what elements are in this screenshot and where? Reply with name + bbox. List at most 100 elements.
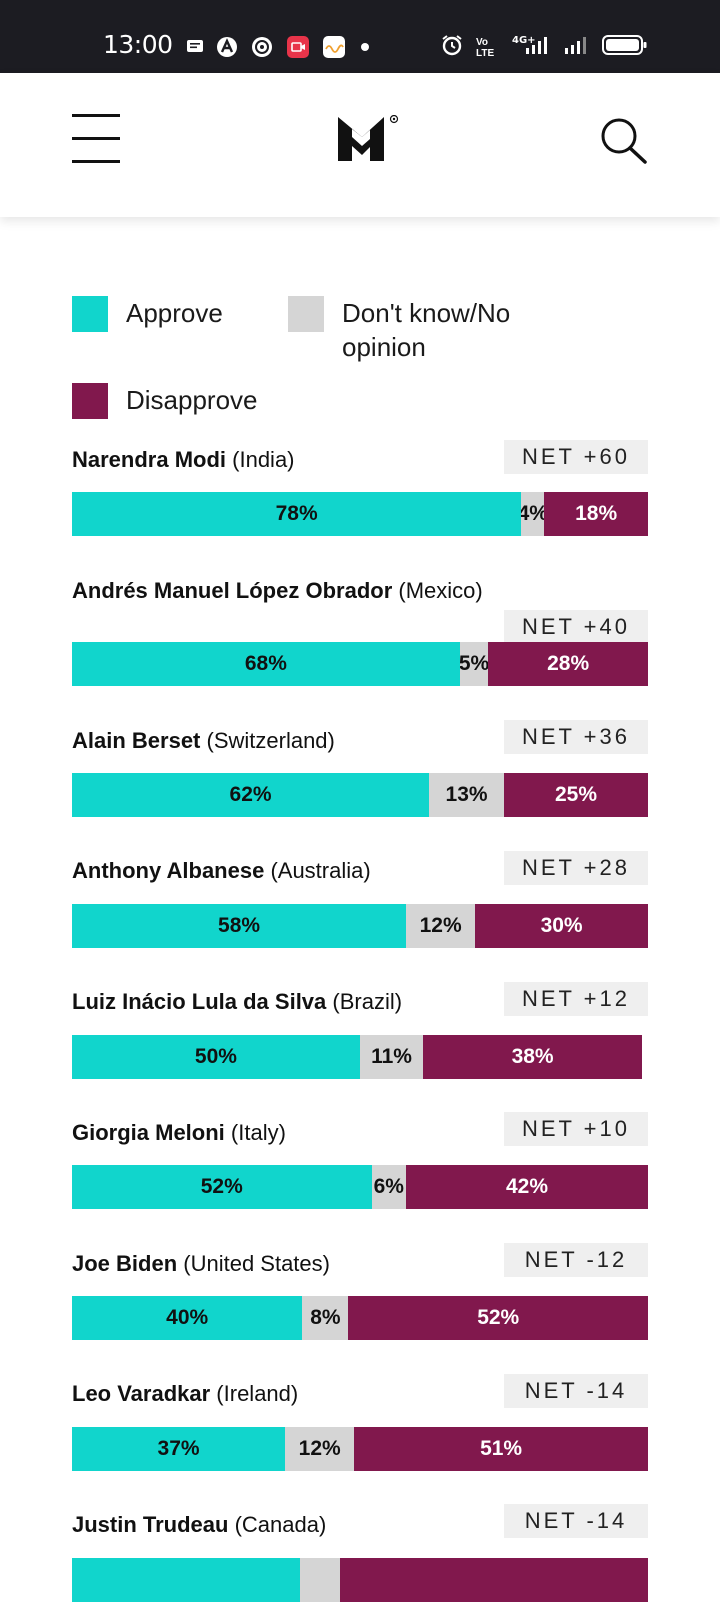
stacked-bar: 78%4%18% [72, 492, 648, 536]
legend-label-dont-know: Don't know/No opinion [342, 298, 511, 362]
bar-segment-approve: 37% [72, 1427, 286, 1471]
bar-segment-approve: 68% [72, 642, 460, 686]
net-score-badge: NET +12 [504, 982, 648, 1016]
leader-name-bold: Leo Varadkar [72, 1381, 211, 1406]
bar-segment-dont-know: 12% [285, 1427, 355, 1471]
legend-swatch-disapprove [72, 383, 108, 419]
bar-segment-approve: 58% [72, 904, 407, 948]
leader-name: Joe Biden (United States) [72, 1251, 330, 1277]
net-score-badge: NET +60 [504, 440, 648, 474]
globe-app-icon [250, 35, 274, 64]
legend-item-approve: Approve [72, 296, 223, 332]
a-app-icon [216, 36, 238, 63]
bar-segment-dont-know [300, 1558, 341, 1602]
legend-label-approve: Approve [126, 298, 223, 328]
bar-segment-dont-know: 13% [429, 773, 504, 817]
bar-segment-disapprove: 30% [475, 904, 648, 948]
signal-icon [564, 34, 590, 61]
leader-name: Justin Trudeau (Canada) [72, 1512, 326, 1538]
leader-country: (India) [226, 447, 295, 472]
leader-country: (United States) [177, 1251, 330, 1276]
status-bar: 13:00 Vo LTE 4G+ [0, 0, 720, 73]
leader-country: (Ireland) [210, 1381, 299, 1406]
legend-item-disapprove: Disapprove [72, 383, 258, 419]
net-score-badge: NET +28 [504, 851, 648, 885]
leader-name: Leo Varadkar (Ireland) [72, 1381, 298, 1407]
leader-name: Giorgia Meloni (Italy) [72, 1120, 286, 1146]
stacked-bar [72, 1558, 648, 1602]
leader-name-bold: Andrés Manuel López Obrador [72, 578, 393, 603]
leader-name-bold: Luiz Inácio Lula da Silva [72, 989, 327, 1014]
leader-country: (Brazil) [326, 989, 403, 1014]
bar-segment-disapprove: 52% [348, 1296, 648, 1340]
svg-text:4G+: 4G+ [512, 35, 536, 46]
bar-segment-approve: 78% [72, 492, 522, 536]
bar-segment-disapprove [340, 1558, 648, 1602]
bar-segment-dont-know: 6% [371, 1165, 407, 1209]
leader-name: Anthony Albanese (Australia) [72, 858, 371, 884]
gallery-icon [322, 35, 346, 64]
bar-segment-approve [72, 1558, 301, 1602]
status-icons-left [186, 35, 384, 64]
volte-icon: Vo LTE [476, 36, 495, 59]
leader-country: (Australia) [264, 858, 371, 883]
net-score-badge: NET -14 [504, 1374, 648, 1408]
leader-name-bold: Justin Trudeau [72, 1512, 229, 1537]
stacked-bar: 37% 12% 51% [72, 1427, 648, 1471]
stacked-bar: 62% 13% 25% [72, 773, 648, 817]
bar-segment-dont-know: 11% [359, 1035, 424, 1079]
leader-name: Narendra Modi (India) [72, 447, 295, 473]
leader-name: Andrés Manuel López Obrador (Mexico) [72, 578, 483, 604]
stacked-bar: 50% 11% 38% [72, 1035, 642, 1079]
net-score-badge: NET -12 [504, 1243, 648, 1277]
bar-segment-dont-know: 8% [302, 1296, 349, 1340]
alarm-icon [440, 33, 464, 62]
leader-country: (Mexico) [392, 578, 483, 603]
leader-name-bold: Anthony Albanese [72, 858, 265, 883]
legend-swatch-dont-know [288, 296, 324, 332]
message-icon [186, 39, 204, 60]
battery-icon [602, 34, 648, 61]
net-score-badge: NET +40 [504, 610, 648, 644]
m-logo[interactable] [338, 114, 400, 168]
leader-name: Luiz Inácio Lula da Silva (Brazil) [72, 989, 402, 1015]
leader-country: (Switzerland) [200, 728, 335, 753]
bar-segment-disapprove: 51% [354, 1427, 648, 1471]
leader-name-bold: Joe Biden [72, 1251, 178, 1276]
leader-country: (Canada) [228, 1512, 327, 1537]
leader-name-bold: Narendra Modi [72, 447, 227, 472]
bar-segment-approve: 40% [72, 1296, 303, 1340]
search-icon[interactable] [600, 117, 650, 170]
bar-segment-approve: 52% [72, 1165, 372, 1209]
legend-label-disapprove: Disapprove [126, 385, 258, 415]
bar-segment-disapprove: 38% [423, 1035, 642, 1079]
stacked-bar: 68% 5% 28% [72, 642, 648, 686]
leader-name-bold: Alain Berset [72, 728, 201, 753]
bar-segment-approve: 62% [72, 773, 430, 817]
net-score-badge: NET +10 [504, 1112, 648, 1146]
legend-item-dont-know: Don't know/No opinion [288, 296, 552, 364]
net-score-badge: NET +36 [504, 720, 648, 754]
record-icon [286, 35, 310, 64]
bar-segment-dont-know: 5% [459, 642, 489, 686]
site-header [0, 73, 720, 217]
menu-icon[interactable] [72, 113, 120, 163]
stacked-bar: 52% 6% 42% [72, 1165, 648, 1209]
bar-segment-disapprove: 28% [488, 642, 648, 686]
leader-country: (Italy) [224, 1120, 286, 1145]
bar-segment-dont-know: 12% [406, 904, 476, 948]
dot-icon [358, 40, 372, 59]
bar-segment-approve: 50% [72, 1035, 360, 1079]
stacked-bar: 40% 8% 52% [72, 1296, 648, 1340]
stacked-bar: 58% 12% 30% [72, 904, 648, 948]
bar-segment-dont-know: 4% [521, 492, 545, 536]
net-score-badge: NET -14 [504, 1504, 648, 1538]
bar-segment-disapprove: 42% [406, 1165, 648, 1209]
status-time: 13:00 [103, 30, 173, 59]
bar-segment-disapprove: 18% [544, 492, 648, 536]
legend-swatch-approve [72, 296, 108, 332]
status-icons-right: Vo LTE 4G+ [440, 33, 648, 62]
4g-signal-icon: 4G+ [512, 34, 552, 61]
bar-segment-disapprove: 25% [503, 773, 648, 817]
leader-name-bold: Giorgia Meloni [72, 1120, 225, 1145]
